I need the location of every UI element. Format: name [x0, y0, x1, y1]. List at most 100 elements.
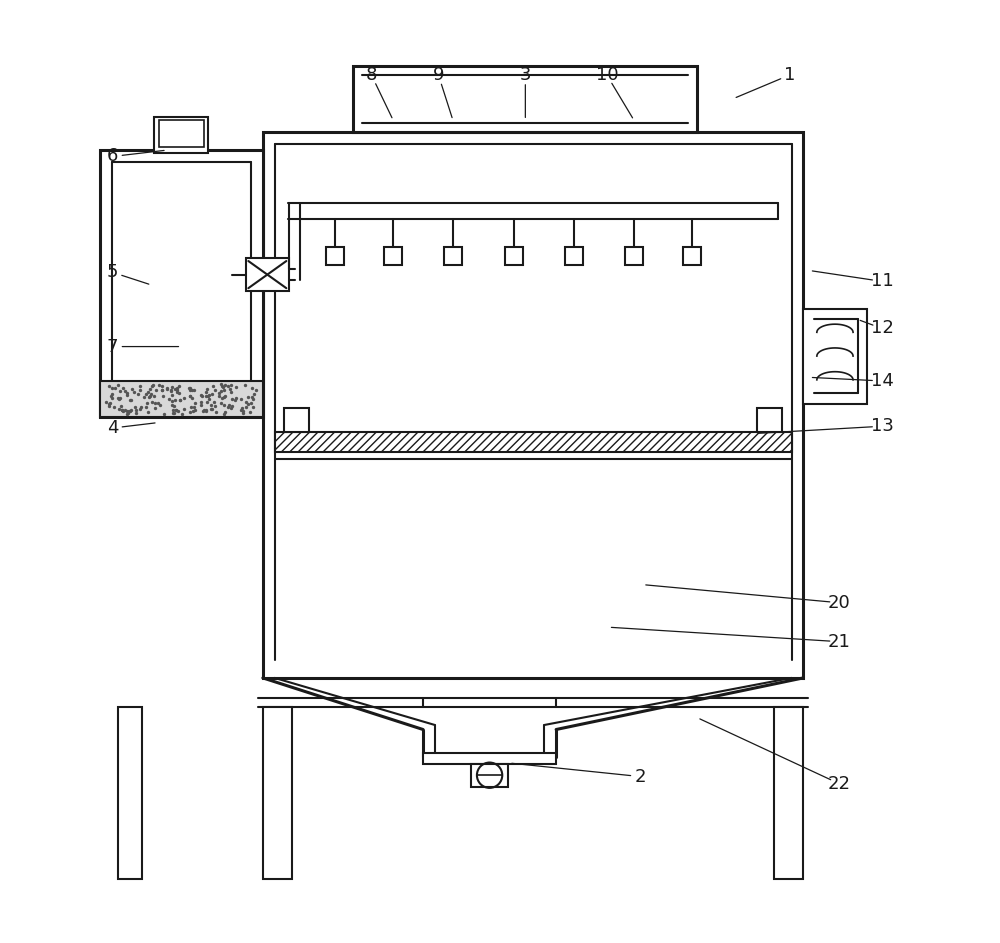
Point [220, 378, 236, 393]
Text: 22: 22 [828, 775, 851, 793]
Text: 20: 20 [828, 594, 851, 612]
Bar [774, 707, 803, 879]
Point [122, 392, 138, 407]
Point [142, 388, 158, 403]
Point [166, 399, 182, 414]
Point [233, 391, 249, 406]
Point [198, 385, 214, 400]
Point [144, 378, 160, 393]
Point [182, 389, 198, 404]
Point [136, 389, 152, 405]
Point [159, 380, 175, 395]
Point [244, 381, 260, 396]
Point [138, 400, 154, 415]
Point [152, 397, 168, 412]
Point [200, 388, 216, 403]
Point [169, 383, 185, 398]
Point [104, 386, 120, 401]
Bar [275, 432, 792, 452]
Text: 2: 2 [635, 768, 646, 786]
Point [203, 402, 219, 417]
Bar [505, 247, 523, 265]
Point [143, 386, 159, 401]
Point [240, 389, 256, 405]
Point [176, 402, 192, 417]
Point [242, 404, 258, 419]
Point [164, 394, 180, 409]
Point [228, 391, 244, 406]
Point [128, 405, 144, 421]
Point [138, 387, 154, 402]
Point [139, 395, 155, 410]
Point [199, 395, 215, 410]
Point [161, 391, 177, 406]
Bar [118, 707, 142, 879]
Point [214, 378, 230, 393]
Point [147, 401, 163, 416]
Point [155, 389, 171, 404]
Point [182, 380, 198, 395]
Point [119, 404, 135, 419]
Point [167, 392, 183, 407]
Point [176, 390, 192, 405]
Bar [353, 66, 697, 132]
Point [211, 386, 227, 401]
Point [213, 395, 229, 410]
Point [216, 398, 232, 413]
Point [174, 406, 190, 422]
Point [132, 402, 148, 417]
Text: 1: 1 [784, 66, 795, 84]
Point [98, 394, 114, 409]
Point [115, 380, 131, 395]
Point [142, 382, 158, 397]
Point [215, 379, 231, 394]
Point [130, 387, 146, 402]
Bar [565, 247, 583, 265]
Point [184, 383, 200, 398]
Point [117, 384, 133, 399]
Point [113, 399, 129, 414]
Point [227, 393, 243, 408]
Point [235, 405, 251, 421]
Point [165, 403, 181, 418]
Point [201, 391, 217, 406]
Point [243, 395, 259, 410]
Point [121, 404, 137, 419]
Point [126, 384, 142, 399]
Point [104, 390, 120, 405]
Point [144, 394, 160, 409]
Text: 7: 7 [107, 338, 118, 356]
Point [159, 382, 175, 397]
Point [163, 384, 179, 399]
Text: 11: 11 [871, 273, 893, 290]
Point [146, 389, 162, 404]
Point [169, 385, 185, 400]
Point [196, 403, 212, 418]
Point [111, 391, 127, 406]
Point [217, 404, 233, 419]
Text: 3: 3 [520, 66, 531, 84]
Text: 6: 6 [107, 147, 118, 165]
Bar [263, 132, 803, 678]
Point [214, 390, 230, 405]
Point [198, 403, 214, 418]
Point [119, 406, 135, 422]
Point [223, 401, 239, 416]
Point [223, 378, 239, 393]
Bar [284, 408, 309, 432]
Bar [326, 247, 344, 265]
Bar [100, 381, 263, 417]
Point [128, 403, 144, 418]
Point [224, 392, 240, 407]
Point [186, 383, 202, 398]
Point [168, 403, 184, 418]
Point [172, 392, 188, 407]
Point [114, 403, 130, 418]
Point [217, 377, 233, 392]
Point [187, 396, 203, 411]
Point [147, 395, 163, 410]
Point [222, 381, 238, 396]
Point [140, 404, 156, 419]
Point [168, 403, 184, 418]
Point [199, 381, 215, 396]
